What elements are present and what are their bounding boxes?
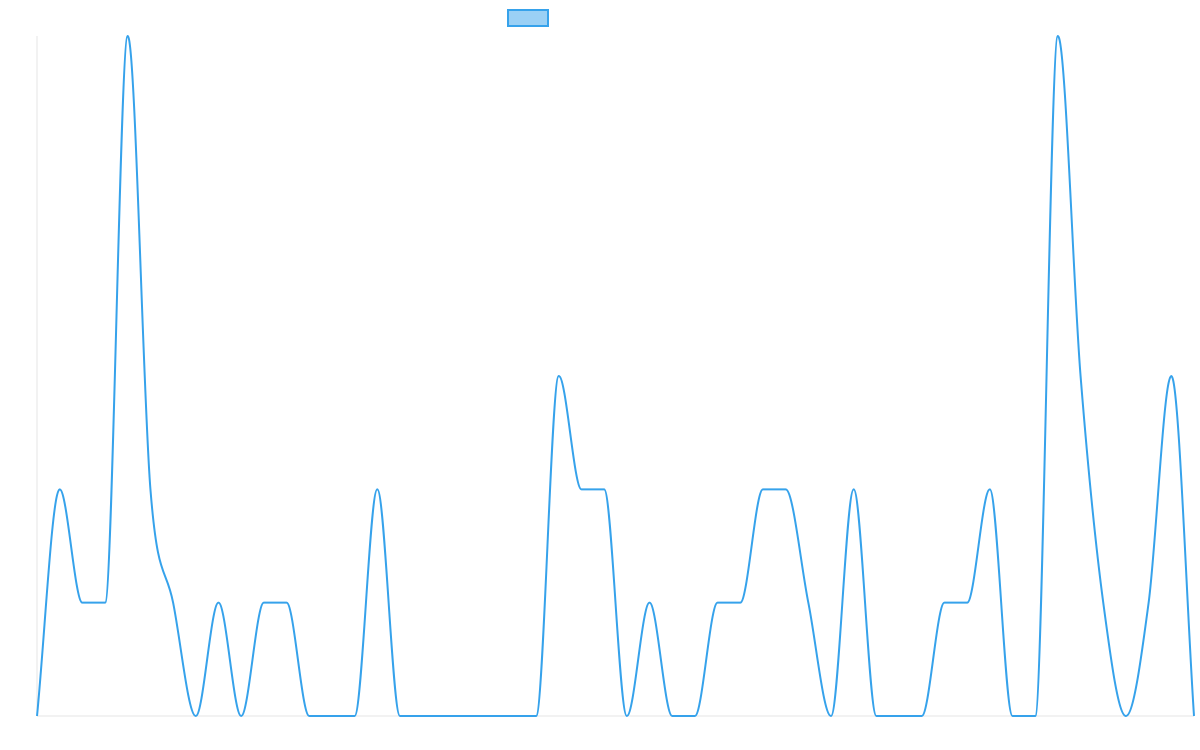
data-point[interactable]	[101, 599, 109, 607]
data-point[interactable]	[441, 712, 449, 720]
data-point[interactable]	[351, 712, 359, 720]
data-point[interactable]	[396, 712, 404, 720]
data-point[interactable]	[214, 599, 222, 607]
data-point[interactable]	[56, 485, 64, 493]
data-point[interactable]	[804, 599, 812, 607]
series-line-0[interactable]	[36, 35, 1195, 717]
data-point[interactable]	[1190, 712, 1198, 720]
data-point[interactable]	[532, 712, 540, 720]
data-point[interactable]	[487, 712, 495, 720]
data-point[interactable]	[736, 599, 744, 607]
data-point[interactable]	[555, 372, 563, 380]
legend-swatch[interactable]	[507, 9, 549, 27]
data-point[interactable]	[305, 712, 313, 720]
data-point[interactable]	[1122, 712, 1130, 720]
data-point[interactable]	[373, 485, 381, 493]
data-point[interactable]	[986, 485, 994, 493]
data-point[interactable]	[78, 599, 86, 607]
data-point[interactable]	[600, 485, 608, 493]
data-point[interactable]	[827, 712, 835, 720]
legend[interactable]	[507, 9, 549, 27]
series-layer	[33, 32, 1198, 720]
data-point[interactable]	[464, 712, 472, 720]
data-point[interactable]	[646, 599, 654, 607]
data-point[interactable]	[33, 712, 41, 720]
data-point[interactable]	[1099, 599, 1107, 607]
data-point[interactable]	[328, 712, 336, 720]
data-point[interactable]	[872, 712, 880, 720]
data-point[interactable]	[192, 712, 200, 720]
data-point[interactable]	[1077, 372, 1085, 380]
data-point[interactable]	[895, 712, 903, 720]
data-point[interactable]	[124, 32, 132, 40]
axes	[36, 36, 1194, 717]
data-point[interactable]	[850, 485, 858, 493]
data-point[interactable]	[714, 599, 722, 607]
data-point[interactable]	[759, 485, 767, 493]
data-point[interactable]	[577, 485, 585, 493]
data-point[interactable]	[1167, 372, 1175, 380]
data-point[interactable]	[691, 712, 699, 720]
data-point[interactable]	[1009, 712, 1017, 720]
data-point[interactable]	[668, 712, 676, 720]
data-point[interactable]	[419, 712, 427, 720]
data-point[interactable]	[963, 599, 971, 607]
data-point[interactable]	[169, 599, 177, 607]
data-point[interactable]	[237, 712, 245, 720]
data-point[interactable]	[1031, 712, 1039, 720]
data-point[interactable]	[918, 712, 926, 720]
data-point[interactable]	[940, 599, 948, 607]
data-point[interactable]	[782, 485, 790, 493]
data-point[interactable]	[260, 599, 268, 607]
data-point[interactable]	[146, 485, 154, 493]
data-point[interactable]	[509, 712, 517, 720]
data-point[interactable]	[283, 599, 291, 607]
data-point[interactable]	[623, 712, 631, 720]
data-point[interactable]	[1054, 32, 1062, 40]
data-point[interactable]	[1145, 599, 1153, 607]
